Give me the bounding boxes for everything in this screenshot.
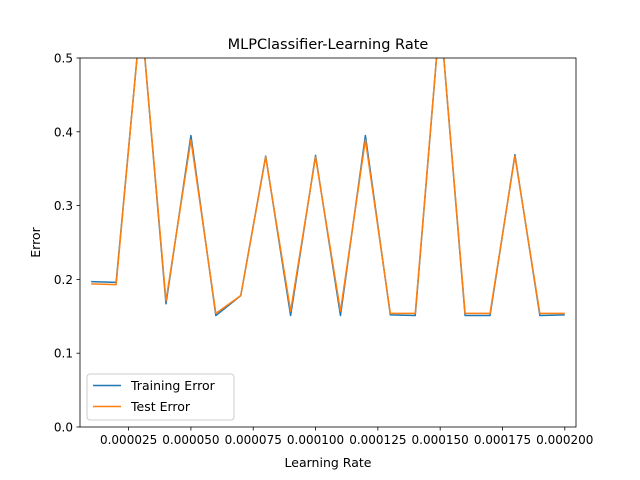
y-tick-label: 0.2	[54, 273, 73, 287]
x-tick-label: 0.000050	[162, 433, 219, 447]
x-tick-label: 0.000100	[287, 433, 344, 447]
x-tick-label: 0.000200	[536, 433, 593, 447]
series-layer	[91, 58, 565, 317]
x-tick-label: 0.000125	[349, 433, 406, 447]
y-axis-ticks: 0.0 0.1 0.2 0.3 0.4 0.5	[54, 52, 80, 435]
plot-frame	[79, 57, 577, 428]
legend: Training Error Test Error	[86, 373, 235, 421]
x-axis-label: Learning Rate	[285, 455, 372, 470]
x-tick-label: 0.000075	[225, 433, 282, 447]
legend-box	[86, 373, 235, 421]
x-tick-label: 0.000150	[412, 433, 469, 447]
y-tick-label: 0.0	[54, 421, 73, 435]
y-tick-label: 0.3	[54, 199, 73, 213]
x-tick-label: 0.000025	[100, 433, 157, 447]
series-line-test-error	[91, 58, 565, 315]
y-tick-label: 0.5	[54, 52, 73, 66]
legend-training-error-label: Training Error	[130, 378, 216, 393]
x-axis-ticks: 0.000025 0.000050 0.000075 0.000100 0.000125…	[100, 427, 593, 447]
y-tick-label: 0.4	[54, 125, 73, 139]
legend-test-error-label: Test Error	[130, 399, 191, 414]
chart-title: MLPClassifier-Learning Rate	[228, 37, 429, 53]
y-axis-label: Error	[28, 226, 43, 257]
plot-area	[80, 58, 576, 427]
y-tick-label: 0.1	[54, 347, 73, 361]
x-tick-label: 0.000175	[474, 433, 531, 447]
